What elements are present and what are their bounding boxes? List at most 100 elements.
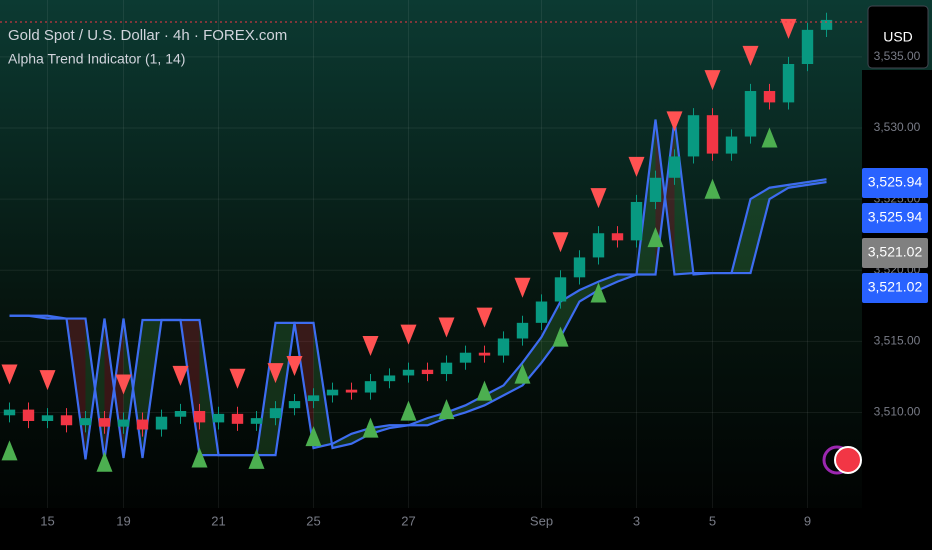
candle-body — [668, 156, 681, 178]
currency-label[interactable]: USD — [883, 29, 913, 45]
x-tick-label: 15 — [40, 513, 54, 528]
sell-signal — [172, 365, 189, 386]
candle-body — [459, 352, 472, 363]
buy-signal — [761, 127, 778, 148]
candle-body — [554, 277, 567, 302]
buy-signal — [191, 447, 208, 468]
sell-signal — [267, 363, 284, 384]
sell-signal — [1, 364, 18, 385]
price-label: 3,521.02 — [868, 279, 923, 295]
price-label-box — [862, 238, 928, 268]
candle-body — [345, 389, 358, 393]
buy-signal — [438, 399, 455, 420]
candle-body — [117, 419, 130, 427]
buy-signal — [400, 400, 417, 421]
sell-signal — [115, 374, 132, 395]
buy-signal — [1, 440, 18, 461]
sell-signal — [704, 70, 721, 91]
buy-signal — [96, 451, 113, 472]
candle-body — [782, 64, 795, 103]
grid — [0, 0, 862, 508]
candle-body — [60, 415, 73, 426]
trend-fill-segment — [560, 290, 580, 338]
candle-body — [136, 419, 149, 430]
candle-body — [744, 91, 757, 137]
trend-fill-segment — [541, 301, 561, 363]
candle-body — [174, 411, 187, 417]
x-tick-label: 21 — [211, 513, 225, 528]
candle-body — [269, 408, 282, 419]
x-tick-label: 27 — [401, 513, 415, 528]
sell-signal — [628, 156, 645, 177]
candle-body — [478, 352, 491, 356]
price-label-box — [862, 168, 928, 198]
candle-body — [820, 19, 833, 30]
alpha-trend-line — [9, 119, 827, 460]
candle-body — [3, 409, 16, 416]
candle-body — [364, 381, 377, 393]
x-tick-label: 9 — [804, 513, 811, 528]
candle-body — [649, 177, 662, 202]
candle-body — [421, 369, 434, 375]
candle-body — [402, 369, 415, 376]
buy-signal — [552, 326, 569, 347]
candle-body — [212, 413, 225, 423]
flag-icon[interactable] — [834, 446, 862, 474]
sell-signal — [476, 307, 493, 328]
buy-signal — [476, 380, 493, 401]
candle-body — [440, 362, 453, 375]
candle-body — [193, 411, 206, 423]
candle-body — [763, 91, 776, 103]
time-axis — [0, 508, 862, 550]
currency-button[interactable] — [867, 5, 929, 69]
buy-signal — [514, 363, 531, 384]
candle-body — [573, 257, 586, 278]
candle-body — [630, 201, 643, 241]
price-label-box — [862, 273, 928, 303]
x-tick-label: 3 — [633, 513, 640, 528]
candle-body — [250, 418, 263, 424]
sell-signal — [590, 188, 607, 209]
candle-body — [79, 418, 92, 426]
buy-signal — [704, 178, 721, 199]
buy-signal — [647, 227, 664, 248]
candle-body — [687, 115, 700, 157]
sell-signal — [229, 368, 246, 389]
price-label-box — [862, 203, 928, 233]
buy-signal — [362, 417, 379, 438]
price-axis — [862, 70, 932, 550]
candle-body — [155, 416, 168, 430]
candle-body — [288, 401, 301, 409]
candle-body — [611, 233, 624, 241]
candle-body — [535, 301, 548, 323]
x-tick-label: 25 — [306, 513, 320, 528]
candle-body — [41, 415, 54, 421]
plot — [1, 12, 833, 472]
sell-signal — [742, 45, 759, 66]
candle-body — [383, 375, 396, 382]
buy-signal — [248, 448, 265, 469]
sell-signal — [362, 336, 379, 357]
alpha-trend-line — [9, 119, 827, 460]
trend-fill-segment — [598, 274, 618, 291]
sell-signal — [780, 18, 797, 39]
y-tick-label: 3,535.00 — [874, 49, 921, 63]
x-tick-label: Sep — [530, 513, 553, 528]
buy-signal — [590, 282, 607, 303]
candle-body — [592, 233, 605, 258]
sell-signal — [286, 355, 303, 376]
sell-signal — [666, 111, 683, 132]
sell-signal — [438, 317, 455, 338]
candle-body — [98, 418, 111, 427]
y-tick-label: 3,515.00 — [874, 334, 921, 348]
y-tick-label: 3,510.00 — [874, 405, 921, 419]
indicator-name: Alpha Trend Indicator (1, 14) — [8, 51, 185, 67]
sell-signal — [39, 370, 56, 391]
candle-body — [516, 322, 529, 339]
candle-body — [22, 409, 35, 421]
price-label: 3,525.94 — [868, 174, 923, 190]
buy-signal — [305, 426, 322, 447]
